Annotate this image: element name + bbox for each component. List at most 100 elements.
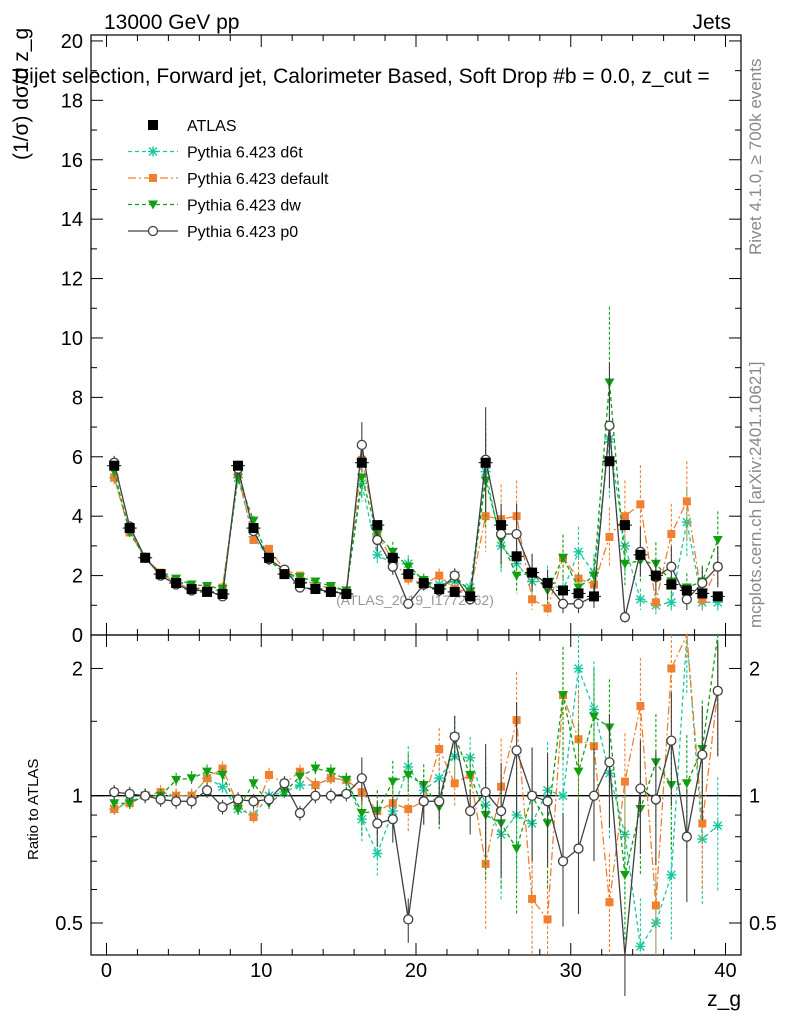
- main-pythia-6-423-dw-point: [310, 577, 321, 587]
- main-pythia-6-423-default-point: [667, 530, 676, 539]
- ratio-ylabel: Ratio to ATLAS: [25, 759, 42, 860]
- ratio-pythia-6-423-d6t-point: [465, 752, 476, 763]
- ratio-pythia-6-423-default-point: [543, 915, 552, 924]
- main-pythia-6-423-p0-point: [681, 594, 692, 605]
- main-pythia-6-423-p0-point: [619, 612, 631, 623]
- ratio-pythia-6-423-dw-point: [387, 777, 398, 787]
- ratio-pythia-6-423-p0-point: [418, 796, 429, 807]
- main-pythia-6-423-dw-point: [233, 473, 244, 483]
- ratio-pythia-6-423-dw-point: [171, 775, 182, 785]
- ratio-pythia-6-423-default-point: [450, 779, 459, 788]
- ratio-y-tick-label-right: 1: [749, 786, 760, 808]
- main-pythia-6-423-dw-point: [712, 535, 723, 545]
- ratio-pythia-6-423-p0-point: [325, 790, 337, 801]
- y-tick-label: 12: [61, 269, 83, 291]
- main-pythia-6-423-dw-line: [113, 382, 719, 594]
- ratio-pythia-6-423-dw-point: [310, 764, 321, 774]
- main-pythia-6-423-dw-point: [325, 581, 336, 591]
- ratio-pythia-6-423-p0-point: [279, 778, 290, 789]
- y-tick-label: 4: [72, 506, 83, 528]
- ratio-pythia-6-423-dw-point: [109, 799, 120, 809]
- ratio-pythia-6-423-p0-point: [588, 790, 600, 801]
- main-pythia-6-423-default-point: [435, 571, 444, 580]
- main-atlas-point: [573, 588, 584, 599]
- main-atlas-point: [341, 589, 352, 600]
- main-atlas-point: [372, 520, 383, 531]
- ratio-plot-area: [109, 632, 723, 996]
- ratio-pythia-6-423-default-point: [203, 774, 212, 783]
- main-atlas-point: [248, 523, 259, 534]
- ratio-pythia-6-423-d6t-point: [217, 781, 228, 792]
- ratio-pythia-6-423-dw-point: [588, 712, 599, 722]
- ratio-y-tick-label: 1: [72, 786, 83, 808]
- main-atlas-point: [666, 579, 677, 590]
- ratio-pythia-6-423-default-point: [605, 898, 614, 907]
- ratio-pythia-6-423-default-point: [651, 901, 660, 910]
- y-tick-label: 2: [72, 566, 83, 588]
- ratio-pythia-6-423-p0-point: [170, 796, 182, 807]
- main-pythia-6-423-d6t-point: [372, 549, 383, 560]
- rivet-label: Rivet 4.1.0, ≥ 700k events: [746, 59, 765, 255]
- main-atlas-point: [387, 552, 398, 563]
- main-atlas-point: [434, 583, 445, 594]
- main-atlas-point: [171, 578, 182, 589]
- ratio-pythia-6-423-p0-point: [232, 794, 244, 805]
- main-pythia-6-423-p0-point: [712, 561, 723, 572]
- ratio-pythia-6-423-p0-point: [650, 794, 662, 805]
- y-tick-label: 10: [61, 328, 83, 350]
- main-pythia-6-423-default-point: [636, 500, 645, 509]
- main-atlas-point: [496, 520, 507, 531]
- main-pythia-6-423-default-point: [249, 535, 258, 544]
- main-pythia-6-423-p0-point: [387, 561, 398, 572]
- main-atlas-point: [697, 588, 708, 599]
- main-pythia-6-423-default-point: [543, 604, 552, 613]
- main-atlas-point: [403, 569, 414, 580]
- ratio-pythia-6-423-p0-point: [294, 807, 306, 819]
- main-plot-area: [107, 306, 725, 623]
- ratio-pythia-6-423-p0-point: [140, 790, 151, 801]
- legend-marker: [147, 225, 159, 237]
- main-pythia-6-423-default-point: [698, 595, 707, 604]
- main-atlas-point: [511, 551, 522, 562]
- ratio-pythia-6-423-p0-point: [403, 914, 414, 925]
- main-pythia-6-423-default-point: [651, 598, 660, 607]
- ratio-pythia-6-423-default-point: [326, 774, 335, 783]
- y-tick-label: 0: [72, 625, 83, 647]
- ratio-pythia-6-423-dw-point: [573, 767, 584, 777]
- main-pythia-6-423-dw-point: [573, 583, 584, 593]
- ratio-pythia-6-423-d6t-point: [294, 780, 305, 791]
- main-atlas-point: [418, 578, 429, 589]
- process-label: Jets: [692, 11, 731, 34]
- ratio-pythia-6-423-dw-point: [186, 774, 197, 784]
- ratio-pythia-6-423-d6t-point: [372, 848, 383, 859]
- main-ylabel: (1/σ) dσ/d z_g: [10, 28, 33, 160]
- ratio-pythia-6-423-d6t-point: [712, 820, 723, 831]
- legend: ATLAS Pythia 6.423 d6t Pythia 6.423 defaul…: [128, 118, 329, 241]
- ratio-pythia-6-423-p0-point: [681, 831, 692, 842]
- ratio-pythia-6-423-default-point: [528, 894, 537, 903]
- main-pythia-6-423-default-point: [620, 512, 629, 521]
- ratio-pythia-6-423-p0-point: [248, 796, 259, 807]
- ratio-pythia-6-423-dw-point: [558, 691, 569, 701]
- legend-marker: [148, 200, 158, 210]
- ratio-pythia-6-423-dw-point: [279, 788, 290, 798]
- ratio-pythia-6-423-p0-point: [697, 749, 708, 760]
- ratio-pythia-6-423-default-point: [698, 819, 707, 828]
- main-atlas-point: [588, 591, 599, 602]
- main-atlas-point: [140, 552, 151, 563]
- main-pythia-6-423-default-point: [528, 595, 537, 604]
- ratio-pythia-6-423-default-point: [110, 805, 119, 814]
- main-pythia-6-423-p0-point: [449, 570, 460, 581]
- x-tick-label: 40: [714, 960, 736, 982]
- main-pythia-6-423-default-point: [682, 497, 691, 506]
- ratio-pythia-6-423-p0-point: [526, 790, 538, 801]
- ratio-pythia-6-423-p0-point: [356, 773, 367, 784]
- ratio-pythia-6-423-p0-point: [480, 786, 491, 798]
- ratio-pythia-6-423-dw-point: [325, 767, 336, 777]
- ratio-pythia-6-423-p0-point: [341, 788, 352, 800]
- main-atlas-point: [109, 460, 120, 471]
- main-atlas-point: [619, 520, 630, 531]
- main-pythia-6-423-p0-point: [372, 534, 383, 546]
